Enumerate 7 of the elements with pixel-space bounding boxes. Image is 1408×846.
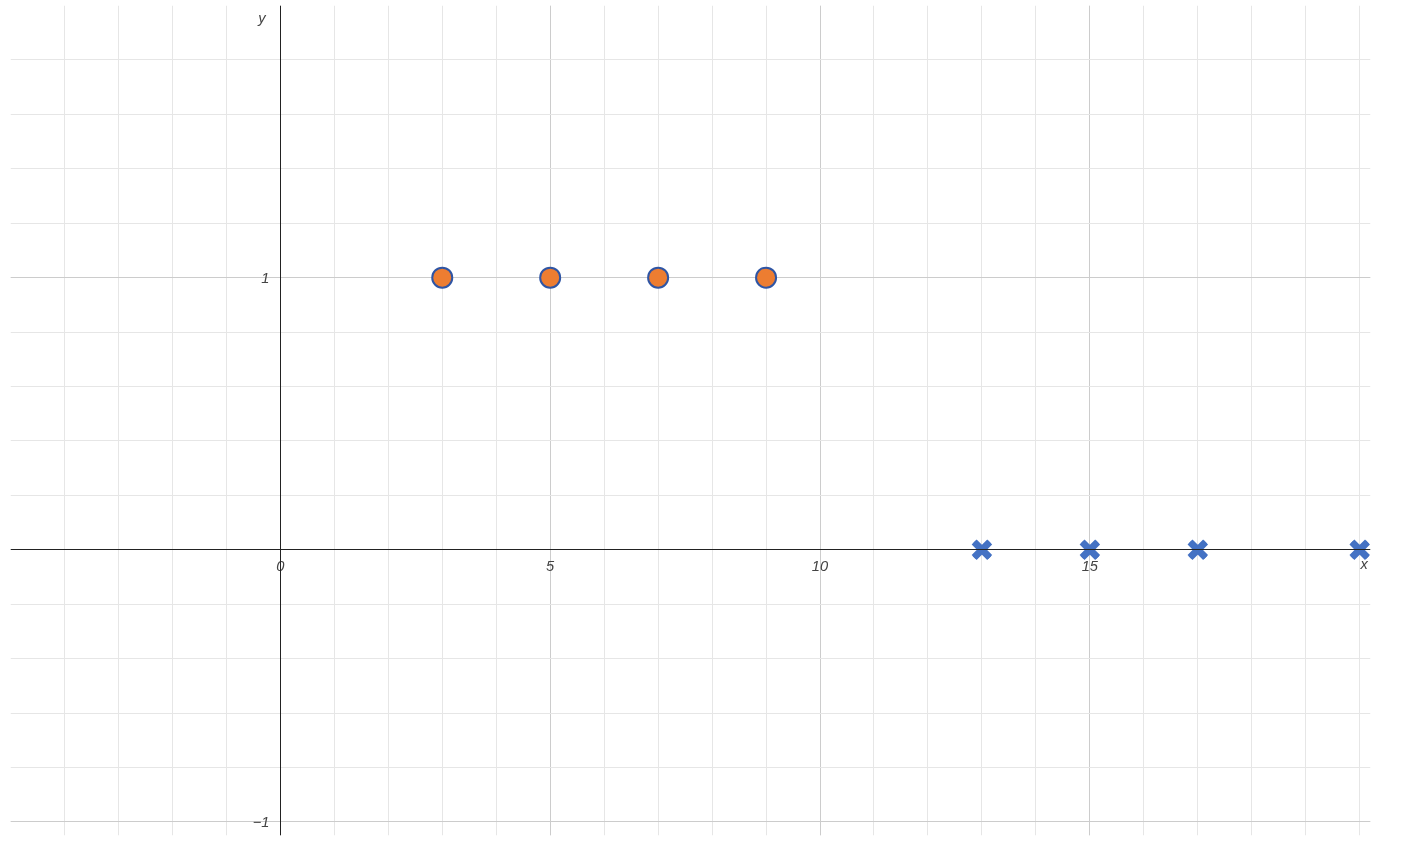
y-tick-label: 1 — [261, 269, 270, 286]
x-axis-title: x — [1359, 555, 1369, 572]
x-tick-label: 5 — [546, 557, 556, 574]
y-axis-title: y — [257, 9, 268, 26]
x-tick-label: 15 — [1081, 557, 1099, 574]
y-tick-label: −1 — [252, 813, 270, 830]
x-tick-label: 10 — [811, 557, 830, 574]
